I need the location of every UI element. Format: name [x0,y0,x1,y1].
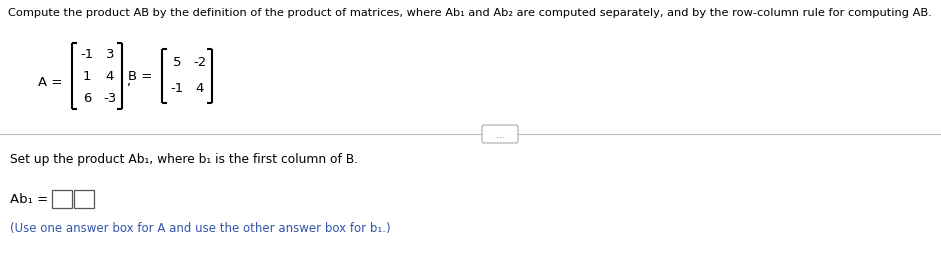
Text: 4: 4 [105,70,114,83]
Text: Compute the product AB by the definition of the product of matrices, where Ab₁ a: Compute the product AB by the definition… [8,8,932,18]
Text: (Use one answer box for A and use the other answer box for b₁.): (Use one answer box for A and use the ot… [10,221,391,234]
Text: 5: 5 [173,56,182,69]
Text: ,: , [126,75,130,88]
Text: -3: -3 [104,92,117,105]
Text: 4: 4 [196,82,204,95]
Text: Ab₁ =: Ab₁ = [10,193,48,206]
Text: ...: ... [496,130,504,139]
FancyBboxPatch shape [482,125,518,144]
Text: 3: 3 [105,48,114,61]
Text: -1: -1 [170,82,183,95]
Text: Set up the product Ab₁, where b₁ is the first column of B.: Set up the product Ab₁, where b₁ is the … [10,152,359,165]
Text: 1: 1 [83,70,91,83]
Text: 6: 6 [83,92,91,105]
Bar [52,190,72,208]
Text: -1: -1 [80,48,93,61]
Bar [74,190,94,208]
Text: B =: B = [128,70,152,83]
Text: -2: -2 [193,56,207,69]
Text: A =: A = [38,75,62,88]
